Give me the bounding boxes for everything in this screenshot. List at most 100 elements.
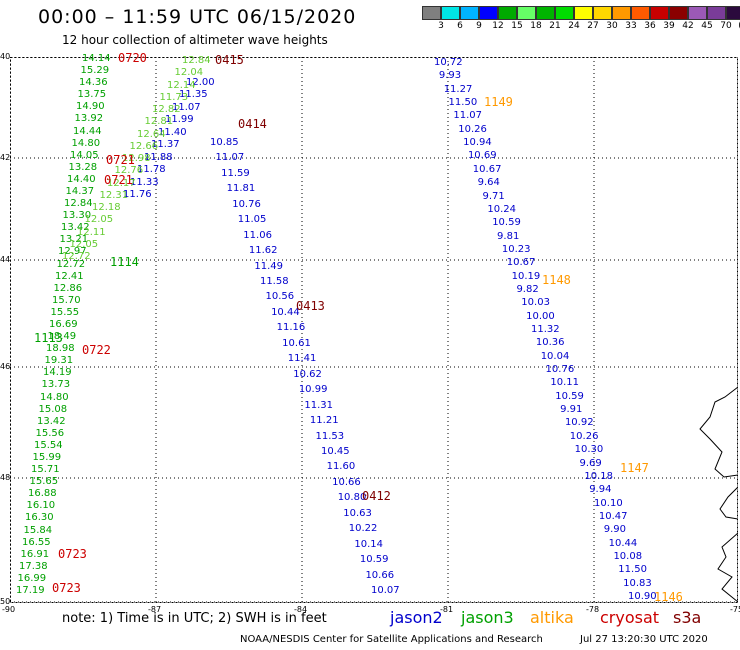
jason3-swh-value: 15.55 — [50, 306, 80, 318]
jason2-swh-value: 10.76 — [232, 198, 261, 210]
jason3-swh-value: 12.76 — [114, 165, 144, 177]
jason3-swh-value: 12.41 — [55, 270, 84, 282]
color-scale-label: 70 — [720, 21, 732, 31]
orbit-number-label: 0720 — [118, 51, 147, 65]
jason3-swh-value: 13.30 — [62, 210, 92, 222]
jason2-swh-value: 10.94 — [463, 137, 492, 149]
jason2-swh-value: 11.59 — [221, 167, 250, 179]
jason3-swh-value: 14.40 — [67, 173, 96, 185]
jason2-swh-value: 9.71 — [482, 190, 505, 202]
jason3-swh-value: 12.72 — [56, 258, 86, 270]
jason2-swh-value: 10.61 — [282, 337, 311, 349]
latitude-tick-label: 48 — [0, 473, 11, 482]
jason2-swh-value: 10.18 — [584, 470, 613, 482]
jason2-swh-value: 10.19 — [511, 270, 541, 282]
color-scale-label: (ft) — [738, 21, 740, 31]
jason3-swh-value: 13.92 — [74, 113, 104, 125]
jason2-swh-value: 11.60 — [326, 461, 356, 473]
color-swatch — [422, 6, 441, 20]
jason2-swh-value: 11.27 — [443, 83, 473, 95]
color-scale-label: 21 — [549, 21, 561, 31]
latitude-tick-label: 40 — [0, 52, 11, 61]
orbit-number-label: 0723 — [58, 547, 87, 561]
orbit-number-label: 0414 — [238, 117, 267, 131]
legend-altika: altika — [530, 608, 574, 627]
orbit-number-label: 0722 — [82, 343, 111, 357]
jason2-swh-value: 11.32 — [531, 324, 560, 335]
color-scale-label: 18 — [530, 21, 542, 31]
color-scale-label: 30 — [606, 21, 618, 31]
jason2-swh-value: 10.83 — [623, 577, 652, 589]
jason2-swh-value: 11.41 — [287, 353, 317, 365]
jason3-swh-value: 12.66 — [129, 140, 159, 152]
jason2-swh-value: 10.99 — [298, 384, 328, 396]
orbit-number-label: 1146 — [654, 590, 683, 604]
jason2-swh-value: 10.26 — [569, 430, 599, 442]
jason2-swh-value: 11.53 — [315, 430, 345, 442]
jason2-swh-value: 11.35 — [179, 89, 208, 101]
jason3-swh-value: 15.29 — [80, 65, 110, 77]
color-scale-label: 42 — [682, 21, 694, 31]
color-scale-bar — [422, 6, 740, 20]
legend-s3a: s3a — [673, 608, 702, 627]
jason2-swh-value: 10.44 — [608, 537, 638, 549]
jason2-swh-value: 10.67 — [506, 257, 536, 269]
jason3-swh-value: 12.98 — [122, 153, 151, 164]
jason3-swh-value: 18.49 — [47, 331, 77, 343]
jason3-swh-value: 12.18 — [92, 202, 121, 213]
color-swatch — [631, 6, 650, 20]
jason3-swh-value: 15.99 — [32, 452, 62, 463]
jason2-swh-value: 10.24 — [487, 203, 516, 215]
jason2-swh-value: 11.78 — [137, 164, 166, 176]
jason2-swh-value: 10.10 — [594, 497, 623, 509]
longitude-tick-label: -84 — [294, 605, 308, 614]
color-swatch — [517, 6, 536, 20]
jason2-swh-value: 10.80 — [337, 492, 367, 504]
orbit-number-label: 1148 — [542, 273, 571, 287]
jason2-swh-value: 10.11 — [550, 377, 580, 389]
jason3-swh-value: 13.21 — [59, 234, 89, 246]
jason2-swh-value: 10.26 — [458, 123, 487, 135]
jason2-swh-value: 9.82 — [516, 283, 539, 295]
jason2-swh-value: 11.31 — [304, 399, 334, 411]
jason2-swh-value: 10.66 — [365, 569, 395, 581]
jason2-swh-value: 9.69 — [579, 457, 602, 469]
color-swatch — [498, 6, 517, 20]
color-swatch — [726, 6, 740, 20]
jason2-swh-value: 11.06 — [243, 229, 272, 241]
jason3-swh-value: 15.65 — [29, 476, 59, 488]
jason2-swh-value: 10.72 — [434, 57, 463, 68]
jason2-swh-value: 11.21 — [309, 415, 339, 427]
jason3-swh-value: 19.31 — [44, 355, 74, 367]
jason2-swh-value: 11.62 — [248, 245, 278, 257]
color-swatch — [669, 6, 688, 20]
orbit-number-label: 0721 — [106, 153, 135, 167]
jason2-swh-value: 10.66 — [332, 476, 361, 488]
jason2-swh-value: 11.40 — [158, 126, 187, 138]
color-swatch — [536, 6, 555, 20]
jason2-swh-value: 10.92 — [564, 417, 594, 429]
orbit-number-label: 0412 — [362, 489, 391, 503]
color-swatch — [707, 6, 726, 20]
jason2-swh-value: 10.08 — [613, 550, 643, 562]
jason3-swh-value: 12.31 — [99, 189, 129, 201]
coastline — [699, 386, 738, 603]
orbit-number-label: 1147 — [620, 461, 649, 475]
jason3-swh-value: 16.69 — [49, 319, 78, 330]
jason2-swh-value: 11.07 — [453, 110, 483, 122]
color-scale-label: 9 — [476, 21, 482, 31]
jason2-swh-value: 10.22 — [348, 523, 378, 535]
jason2-swh-value: 10.90 — [628, 591, 657, 602]
jason2-swh-value: 11.33 — [130, 176, 159, 188]
jason3-swh-value: 14.37 — [65, 186, 95, 197]
map-title: 00:00 – 11:59 UTC 06/15/2020 — [38, 6, 357, 28]
jason3-swh-value: 14.80 — [40, 391, 69, 403]
color-scale-label: 45 — [701, 21, 713, 31]
jason3-swh-value: 12.17 — [107, 177, 136, 189]
jason3-swh-value: 15.71 — [31, 464, 60, 476]
jason2-swh-value: 10.67 — [472, 163, 502, 175]
jason3-swh-value: 18.98 — [46, 343, 75, 355]
latitude-tick-label: 44 — [0, 255, 11, 264]
jason3-swh-value: 11.73 — [159, 91, 189, 103]
color-swatch — [479, 6, 498, 20]
